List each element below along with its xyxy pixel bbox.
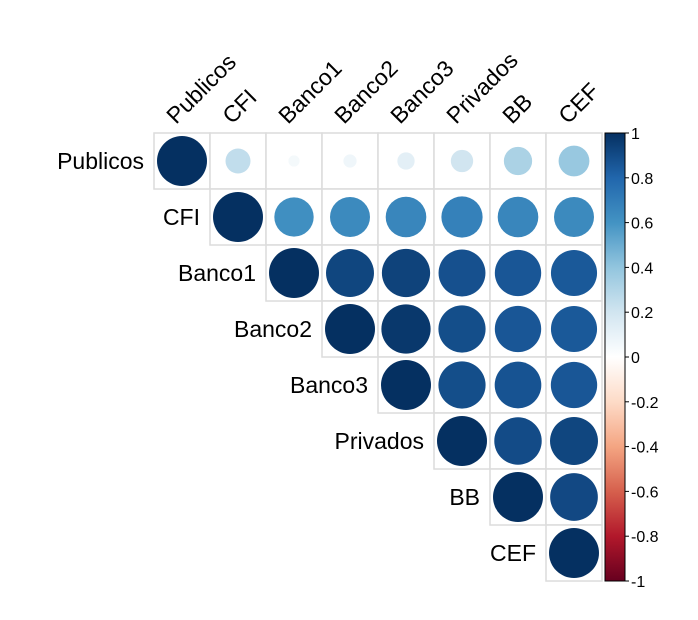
correlation-circle-cfi-banco3 xyxy=(385,196,427,238)
correlation-circle-banco1-bb xyxy=(494,249,542,297)
row-label-bb: BB xyxy=(449,484,480,510)
row-label-publicos: Publicos xyxy=(57,148,144,174)
correlation-circle-banco2-privados xyxy=(438,305,486,353)
correlation-circle-cfi-cfi xyxy=(213,192,263,242)
correlation-circle-banco1-banco2 xyxy=(326,249,374,297)
color-bar-tick-label: 0.8 xyxy=(631,171,653,188)
column-label-bb: BB xyxy=(497,88,537,128)
correlation-circle-cfi-banco1 xyxy=(274,197,314,237)
correlation-circle-privados-cef xyxy=(550,417,598,465)
correlation-circle-cfi-cef xyxy=(554,197,594,237)
correlation-circle-cfi-bb xyxy=(497,196,539,238)
color-bar-tick-label: -0.2 xyxy=(631,395,659,412)
color-bar-tick-label: 0.4 xyxy=(631,260,653,277)
color-bar-tick-label: -0.4 xyxy=(631,440,659,457)
correlation-circle-banco2-bb xyxy=(494,305,542,353)
correlation-circle-banco3-banco3 xyxy=(381,360,431,410)
color-bar-tick-label: 1 xyxy=(631,126,640,143)
correlation-circle-bb-cef xyxy=(550,473,598,521)
grid-cell xyxy=(545,132,603,190)
correlation-circle-publicos-bb xyxy=(503,146,533,176)
correlation-circle-publicos-banco1 xyxy=(288,155,300,167)
correlation-circle-cef-cef xyxy=(549,528,599,578)
correlation-circle-banco1-cef xyxy=(550,249,598,297)
correlation-cells xyxy=(153,132,603,582)
correlation-circle-publicos-banco2 xyxy=(343,154,357,168)
row-labels: Publicos CFI Banco1 Banco2 Banco3 Privados BB C… xyxy=(57,148,536,566)
correlation-circle-banco2-banco2 xyxy=(325,304,375,354)
color-legend: 1 0.8 0.6 0.4 0.2 0 -0.2 -0.4 -0.6 -0.8 -1 xyxy=(604,126,659,591)
color-bar-tick-label: -1 xyxy=(631,574,645,591)
correlation-circle-cfi-banco2 xyxy=(330,197,370,237)
correlation-circle-banco1-banco1 xyxy=(269,248,319,298)
color-bar-tick-label: 0.2 xyxy=(631,305,653,322)
correlation-circle-bb-bb xyxy=(493,472,543,522)
row-label-banco1: Banco1 xyxy=(178,260,256,286)
color-bar-tick-label: 0.6 xyxy=(631,216,653,233)
row-label-cef: CEF xyxy=(490,540,536,566)
correlation-circle-banco2-banco3 xyxy=(381,304,431,354)
correlation-circle-banco3-privados xyxy=(438,361,486,409)
color-bar-tick-label: -0.6 xyxy=(631,484,659,501)
row-label-privados: Privados xyxy=(335,428,424,454)
color-bar-tick-label: -0.8 xyxy=(631,529,659,546)
correlation-circle-publicos-cfi xyxy=(225,148,251,174)
column-label-cfi: CFI xyxy=(217,84,262,129)
correlation-circle-publicos-publicos xyxy=(157,136,207,186)
correlation-circle-cfi-privados xyxy=(441,196,483,238)
row-label-banco3: Banco3 xyxy=(290,372,368,398)
correlation-circle-publicos-banco3 xyxy=(397,152,415,170)
correlation-circle-banco1-privados xyxy=(438,249,486,297)
correlation-circle-privados-bb xyxy=(494,417,542,465)
row-label-banco2: Banco2 xyxy=(234,316,312,342)
correlation-circle-banco3-cef xyxy=(550,361,598,409)
color-bar-tick-label: 0 xyxy=(631,350,640,367)
correlation-circle-publicos-cef xyxy=(558,145,590,177)
row-label-cfi: CFI xyxy=(163,204,200,230)
color-bar xyxy=(604,132,626,582)
correlation-circle-publicos-privados xyxy=(450,149,474,173)
correlation-circle-banco1-banco3 xyxy=(381,248,431,298)
correlation-circle-privados-privados xyxy=(437,416,487,466)
correlation-circle-banco3-bb xyxy=(494,361,542,409)
column-label-cef: CEF xyxy=(553,78,604,129)
correlation-circle-banco2-cef xyxy=(550,305,598,353)
